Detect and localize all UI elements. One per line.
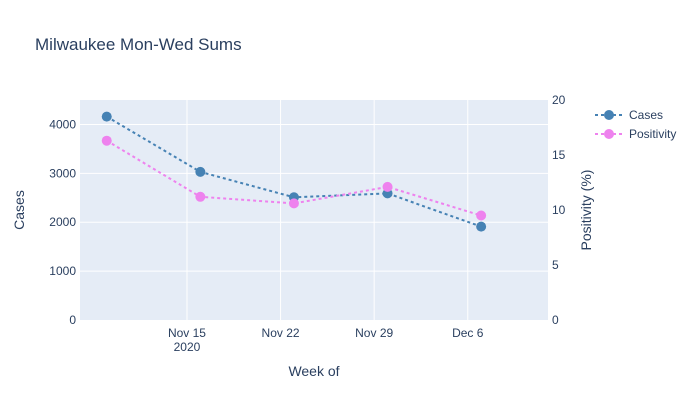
plot-area bbox=[80, 100, 548, 320]
legend-marker-positivity bbox=[604, 129, 614, 139]
y2-axis-ticks: 0 5 10 15 20 bbox=[552, 93, 566, 327]
data-point-positivity bbox=[288, 198, 299, 209]
y2-tick-label: 10 bbox=[552, 203, 566, 217]
y-axis-label: Cases bbox=[11, 190, 27, 230]
data-point-cases bbox=[195, 166, 206, 177]
legend-marker-cases bbox=[604, 110, 614, 120]
y-tick-label: 3000 bbox=[49, 166, 76, 180]
legend-label-positivity: Positivity bbox=[629, 127, 676, 141]
data-point-positivity bbox=[382, 181, 393, 192]
x-tick-label: Dec 6 bbox=[452, 326, 484, 340]
x-tick-year-label: 2020 bbox=[174, 340, 201, 354]
x-tick-label: Nov 22 bbox=[262, 326, 300, 340]
series-layer bbox=[101, 111, 487, 232]
y2-tick-label: 20 bbox=[552, 93, 566, 107]
y2-tick-label: 15 bbox=[552, 148, 566, 162]
y-tick-label: 4000 bbox=[49, 117, 76, 131]
data-point-positivity bbox=[101, 135, 112, 146]
y2-tick-label: 0 bbox=[552, 313, 559, 327]
x-tick-label: Nov 15 bbox=[168, 326, 206, 340]
series-line-positivity bbox=[106, 139, 482, 217]
x-tick-label: Nov 29 bbox=[355, 326, 393, 340]
legend: Cases Positivity bbox=[595, 108, 676, 141]
series-positivity bbox=[101, 135, 487, 221]
y-tick-label: 0 bbox=[69, 313, 76, 327]
chart-title: Milwaukee Mon-Wed Sums bbox=[35, 35, 242, 54]
y2-axis-label: Positivity (%) bbox=[578, 170, 594, 251]
y-tick-label: 1000 bbox=[49, 264, 76, 278]
y-tick-label: 2000 bbox=[49, 215, 76, 229]
grid-lines bbox=[80, 100, 548, 320]
x-axis-label: Week of bbox=[288, 363, 339, 379]
y2-tick-label: 5 bbox=[552, 258, 559, 272]
legend-label-cases: Cases bbox=[629, 108, 663, 122]
legend-item-positivity: Positivity bbox=[595, 127, 676, 141]
legend-item-cases: Cases bbox=[595, 108, 663, 122]
data-point-cases bbox=[101, 111, 112, 122]
y-axis-ticks: 0 1000 2000 3000 4000 bbox=[49, 117, 76, 327]
data-point-positivity bbox=[195, 191, 206, 202]
data-point-positivity bbox=[476, 210, 487, 221]
data-point-cases bbox=[476, 221, 487, 232]
